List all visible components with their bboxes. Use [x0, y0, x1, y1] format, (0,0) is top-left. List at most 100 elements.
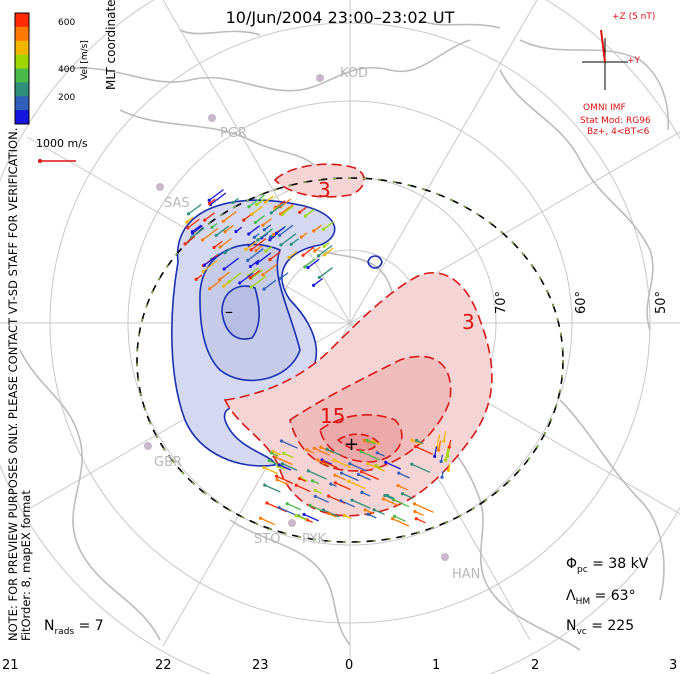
velocity-vector: [334, 474, 347, 481]
velocity-vector: [250, 269, 263, 280]
velocity-vector-origin: [317, 275, 321, 280]
velocity-vector: [323, 509, 340, 518]
mlt-label-23: 23: [252, 658, 269, 673]
colorbar-swatch: [15, 54, 29, 69]
velocity-vector: [398, 472, 410, 479]
velocity-vector-origin: [350, 498, 354, 502]
velocity-vector-origin: [439, 459, 443, 464]
velocity-vector-origin: [183, 242, 187, 246]
velocity-vector-origin: [322, 460, 326, 464]
velocity-vector: [411, 439, 423, 446]
velocity-vector: [260, 517, 276, 526]
velocity-vector-origin: [347, 479, 351, 483]
velocity-vector-origin: [261, 273, 265, 277]
velocity-vector-origin: [410, 438, 414, 442]
velocity-vector-origin: [210, 225, 214, 229]
station-label-sas: SAS: [164, 196, 190, 211]
velocity-vector: [304, 258, 316, 268]
velocity-vector: [204, 212, 215, 221]
velocity-vector: [204, 256, 217, 266]
velocity-vector-origin: [342, 513, 347, 518]
positive-contour-4: [336, 433, 379, 452]
velocity-vector-origin: [201, 269, 205, 273]
velocity-vector: [256, 198, 265, 206]
velocity-vector-origin: [396, 483, 400, 488]
velocity-vector: [263, 466, 278, 475]
velocity-vector: [279, 224, 294, 236]
coastlines: [19, 19, 670, 651]
colorbar-tick-200: 200: [58, 93, 76, 103]
lambda-hm-value: = 63°: [594, 588, 636, 604]
velocity-vector-origin: [273, 455, 278, 459]
colorbar-swatch: [15, 82, 29, 97]
velocity-vector-origin: [242, 218, 246, 222]
velocity-vector-origin: [274, 231, 279, 235]
velocity-vector: [323, 461, 338, 469]
mlt-label-21: 21: [2, 658, 19, 673]
velocity-vector-origin: [271, 232, 276, 237]
velocity-vector: [276, 479, 289, 486]
station-label-pyk: PYK: [302, 532, 327, 547]
mlt-label-2: 2: [531, 658, 540, 673]
velocity-vector-origin: [311, 283, 316, 287]
velocity-vector: [317, 459, 327, 465]
velocity-vector: [309, 504, 323, 512]
velocity-vector-origin: [186, 212, 191, 216]
velocity-vector: [223, 257, 240, 270]
velocity-vector-origin: [366, 462, 370, 466]
velocity-vector: [296, 514, 308, 521]
velocity-vector-origin: [186, 226, 190, 230]
velocity-vector: [360, 451, 380, 461]
velocity-vector: [334, 459, 352, 469]
velocity-vector-origin: [381, 497, 386, 501]
velocity-vector-origin: [298, 477, 302, 481]
velocity-vector: [314, 495, 329, 503]
velocity-vector-origin: [413, 445, 418, 449]
velocity-vector-origin: [308, 503, 312, 507]
velocity-vector-origin: [289, 242, 293, 246]
phi-pc-param: Φpc = 38 kV: [566, 556, 649, 575]
velocity-vector: [282, 463, 298, 471]
velocity-vector-origin: [321, 508, 326, 512]
velocity-vector-origin: [234, 229, 238, 234]
velocity-vector-origin: [274, 474, 279, 478]
velocity-vector: [275, 456, 293, 466]
contour-label-dawn: 3: [462, 310, 475, 334]
velocity-vector: [263, 279, 277, 290]
velocity-vector-origin: [265, 501, 269, 505]
velocity-vector-origin: [392, 514, 397, 518]
velocity-vector-origin: [218, 245, 222, 249]
station-label-han: HAN: [452, 567, 481, 582]
velocity-vector-origin: [255, 261, 259, 265]
velocity-vector-origin: [325, 447, 329, 451]
potential-min-marker: –: [225, 302, 233, 321]
velocity-vector-origin: [250, 212, 254, 216]
velocity-vector-origin: [218, 277, 222, 282]
colorbar-label: Vel [m/s]: [80, 40, 90, 80]
colorbar-tick-400: 400: [58, 65, 76, 75]
velocity-vector: [411, 463, 431, 473]
negative-contour-small: [367, 255, 383, 269]
coordinate-system-label: MLT coordinates: [104, 0, 118, 90]
station-markers: [144, 74, 449, 561]
velocity-vector: [249, 269, 261, 279]
phi-pc-value: = 38 kV: [592, 556, 649, 572]
velocity-vector-origin: [263, 200, 268, 204]
velocity-vector-origin: [279, 243, 283, 247]
velocity-vector-origin: [246, 258, 250, 262]
velocity-vector: [257, 228, 273, 241]
velocity-vector-origin: [446, 454, 450, 458]
velocity-vector-origin: [322, 253, 327, 257]
velocity-vector: [348, 480, 366, 490]
velocity-vector: [296, 484, 311, 493]
colorbar-frame: [14, 12, 30, 125]
station-label-pgr: PGR: [220, 126, 247, 141]
velocity-vector: [367, 463, 385, 472]
velocity-vector-origin: [203, 218, 207, 222]
velocity-vector-origin: [356, 472, 361, 477]
velocity-vector: [323, 221, 334, 230]
velocity-vector: [397, 484, 408, 491]
velocity-vector: [202, 259, 219, 272]
velocity-vector: [313, 277, 324, 286]
velocity-vector: [209, 280, 220, 290]
